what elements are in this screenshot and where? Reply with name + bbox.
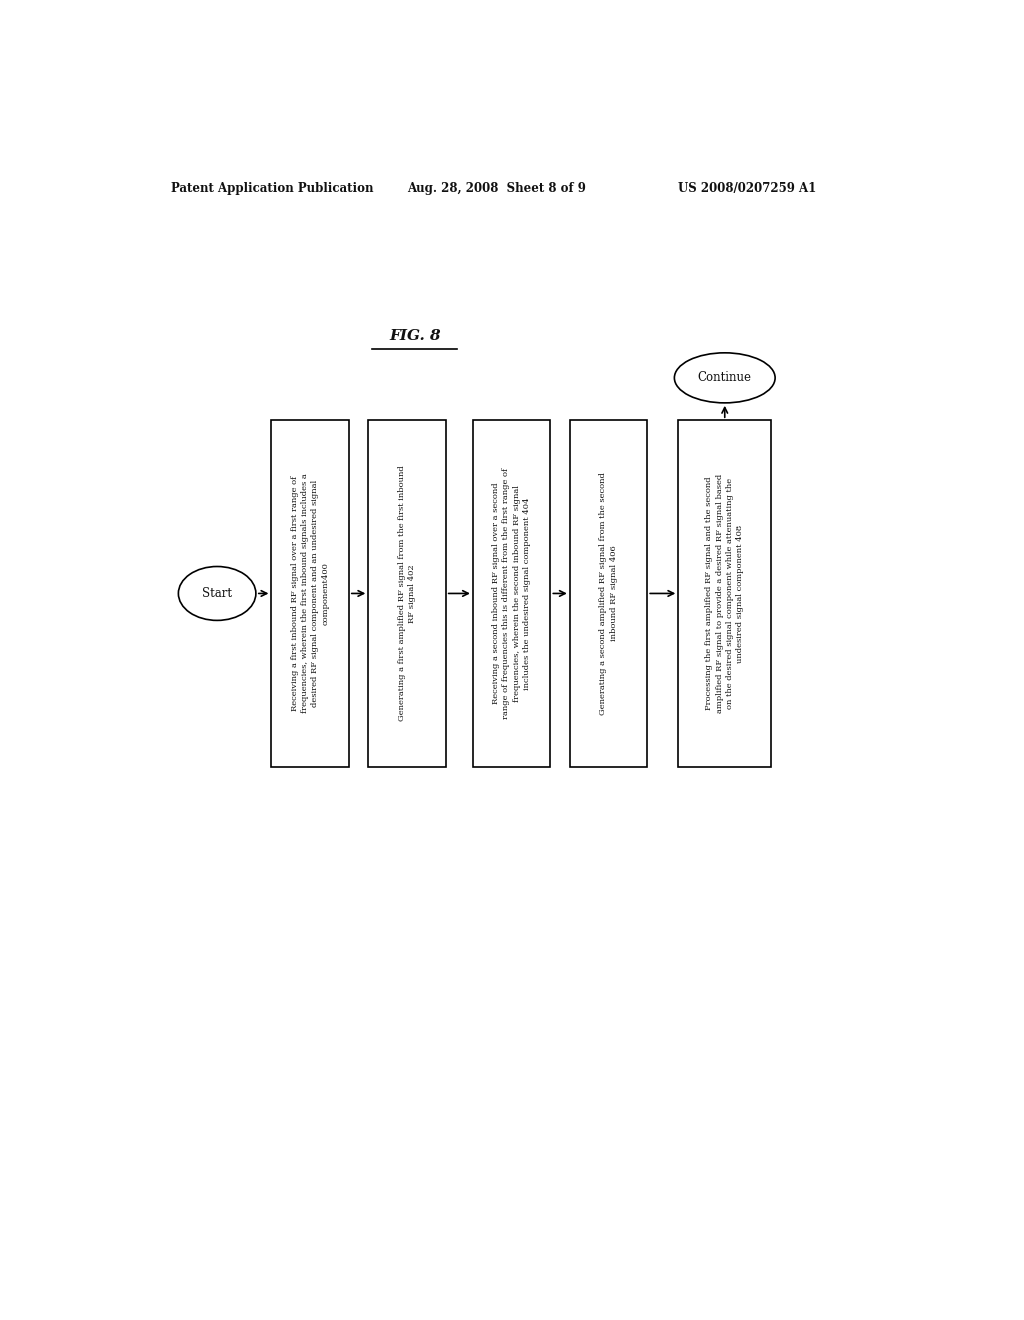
- Bar: [271, 420, 349, 767]
- Text: FIG. 8: FIG. 8: [389, 329, 440, 342]
- Text: Processing the first amplified RF signal and the second
amplified RF signal to p: Processing the first amplified RF signal…: [706, 474, 744, 713]
- Ellipse shape: [178, 566, 256, 620]
- Ellipse shape: [675, 352, 775, 403]
- Text: Generating a first amplified RF signal from the first inbound
RF signal 402: Generating a first amplified RF signal f…: [397, 466, 416, 721]
- Text: Patent Application Publication: Patent Application Publication: [171, 182, 373, 194]
- Text: Continue: Continue: [697, 371, 752, 384]
- Bar: [369, 420, 445, 767]
- Bar: [473, 420, 550, 767]
- Text: Receiving a second inbound RF signal over a second
range of frequencies this is : Receiving a second inbound RF signal ove…: [492, 467, 531, 719]
- Text: US 2008/0207259 A1: US 2008/0207259 A1: [678, 182, 816, 194]
- Bar: [678, 420, 771, 767]
- Text: Generating a second amplified RF signal from the second
inbound RF signal 406: Generating a second amplified RF signal …: [599, 473, 617, 715]
- Text: Start: Start: [202, 587, 232, 601]
- Text: Receiving a first inbound RF signal over a first range of
frequencies, wherein t: Receiving a first inbound RF signal over…: [291, 474, 330, 713]
- Text: Aug. 28, 2008  Sheet 8 of 9: Aug. 28, 2008 Sheet 8 of 9: [407, 182, 586, 194]
- Bar: [569, 420, 647, 767]
